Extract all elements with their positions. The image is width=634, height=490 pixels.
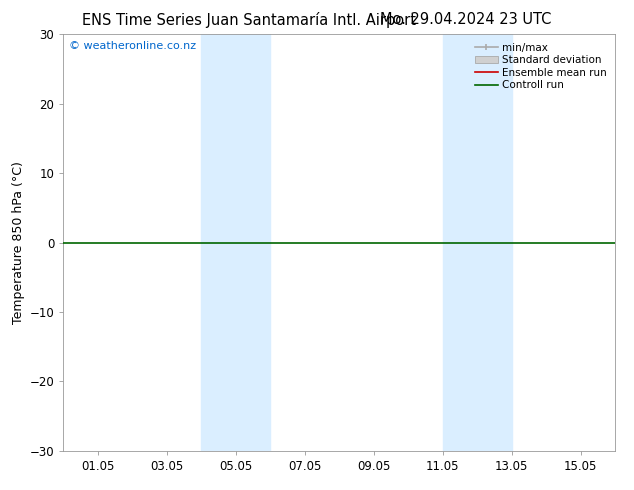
Bar — [443, 34, 512, 451]
Y-axis label: Temperature 850 hPa (°C): Temperature 850 hPa (°C) — [13, 161, 25, 324]
Bar — [202, 34, 270, 451]
Text: ENS Time Series Juan Santamaría Intl. Airport: ENS Time Series Juan Santamaría Intl. Ai… — [82, 12, 417, 28]
Text: © weatheronline.co.nz: © weatheronline.co.nz — [69, 41, 196, 50]
Legend: min/max, Standard deviation, Ensemble mean run, Controll run: min/max, Standard deviation, Ensemble me… — [472, 40, 610, 94]
Text: Mo. 29.04.2024 23 UTC: Mo. 29.04.2024 23 UTC — [380, 12, 552, 27]
